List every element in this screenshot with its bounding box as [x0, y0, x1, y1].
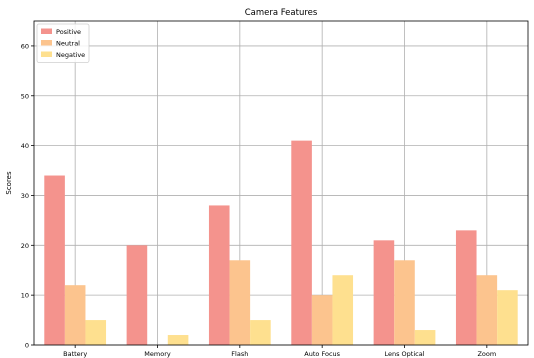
- y-axis-ticks: 0 10 20 30 40 50 60: [21, 42, 34, 350]
- bar-positive-battery: [44, 175, 65, 345]
- bar-neutral-battery: [64, 285, 86, 345]
- x-tick-label: Lens Optical: [384, 350, 424, 358]
- legend-label-negative: Negative: [56, 51, 85, 59]
- legend: Positive Neutral Negative: [36, 23, 90, 63]
- x-tick-label: Memory: [144, 350, 171, 358]
- bar-negative-auto-focus: [332, 275, 354, 345]
- bar-neutral-zoom: [476, 275, 498, 345]
- y-tick-label: 30: [21, 192, 29, 200]
- chart-title: Camera Features: [245, 8, 318, 18]
- legend-swatch-neutral: [41, 40, 52, 46]
- legend-label-neutral: Neutral: [56, 40, 80, 48]
- y-tick-label: 20: [21, 242, 29, 250]
- bar-neutral-flash: [229, 260, 251, 345]
- y-tick-label: 0: [25, 342, 29, 350]
- legend-label-positive: Positive: [56, 28, 81, 36]
- bar-negative-memory: [167, 335, 189, 345]
- plot-frame: [33, 20, 529, 346]
- bar-negative-zoom: [497, 290, 518, 345]
- legend-swatch-positive: [41, 28, 52, 34]
- bar-positive-flash: [208, 205, 230, 345]
- bar-positive-auto-focus: [291, 140, 312, 345]
- bar-neutral-lens-optical: [394, 260, 415, 345]
- bar-negative-lens-optical: [414, 330, 436, 345]
- bar-negative-flash: [250, 320, 271, 345]
- bars: [44, 140, 518, 345]
- x-tick-label: Auto Focus: [304, 350, 340, 358]
- x-tick-label: Zoom: [477, 350, 496, 358]
- y-tick-label: 60: [21, 42, 29, 50]
- bar-neutral-auto-focus: [311, 295, 333, 345]
- bar-positive-lens-optical: [373, 240, 395, 345]
- x-tick-label: Battery: [63, 350, 87, 358]
- x-tick-label: Flash: [231, 350, 248, 358]
- bar-negative-battery: [85, 320, 107, 345]
- bar-positive-zoom: [455, 230, 477, 345]
- bar-positive-memory: [126, 245, 148, 345]
- y-tick-label: 50: [21, 92, 29, 100]
- legend-swatch-negative: [41, 51, 52, 57]
- y-tick-label: 10: [21, 292, 29, 300]
- x-axis-ticks: Battery Memory Flash Auto Focus Lens Optical…: [63, 345, 496, 358]
- y-axis-label: Scores: [5, 171, 13, 195]
- y-tick-label: 40: [21, 142, 29, 150]
